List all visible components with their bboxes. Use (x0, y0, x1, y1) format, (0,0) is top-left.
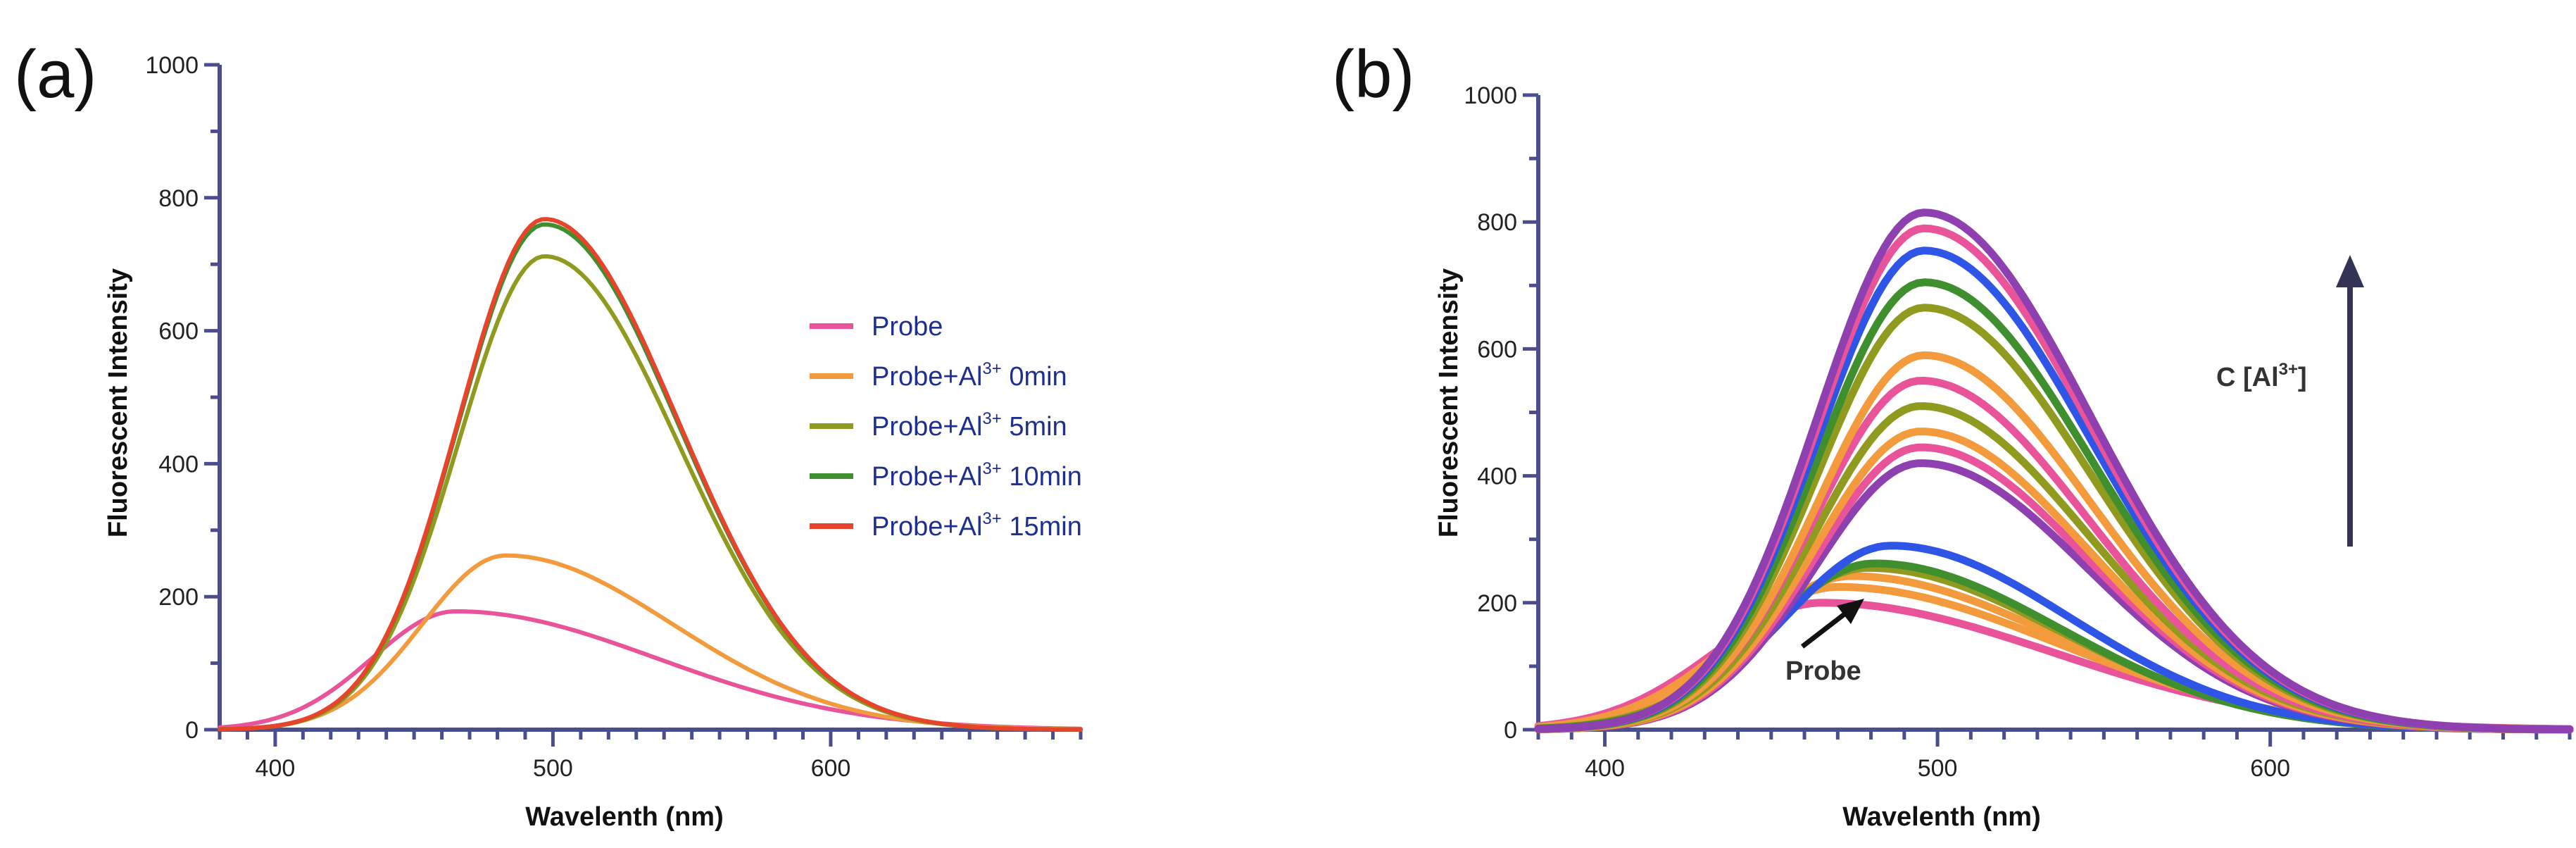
concentration-arrow-head (2336, 255, 2364, 287)
legend-label-tail: 10min (1002, 462, 1082, 492)
panel-a-label: (a) (14, 37, 96, 112)
concentration-label-main: C [Al (2216, 363, 2279, 392)
legend-label-3: Probe+Al3+ 5min (872, 409, 1067, 442)
legend-label-tail: 15min (1002, 512, 1082, 542)
probe-annotation-arrow-head (1837, 599, 1864, 624)
panel-a-series-line-5 (218, 217, 1083, 732)
legend-label-4: Probe+Al3+ 10min (872, 459, 1082, 492)
legend-label-main: Probe+Al (872, 512, 982, 542)
panel-b-y-tick-label: 800 (1477, 209, 1517, 236)
panel-b-axes: 0 200 400 600 800 1000 400 500 600 (1464, 82, 2572, 782)
panel-a-x-tick-label: 400 (256, 755, 296, 782)
panel-a-axes: 0 200 400 600 800 1000 400 500 600 (145, 52, 1083, 782)
panel-b-x-tick-label: 400 (1585, 755, 1625, 782)
panel-a-y-tick-label: 800 (158, 185, 199, 212)
panel-b-series-layer (1534, 208, 2574, 734)
panel-b-y-tick-label: 0 (1504, 717, 1517, 744)
panel-a-chart: (a) 0 200 400 600 800 1000 400 500 600 Wavelenth… (14, 37, 1083, 832)
concentration-label-sup: 3+ (2279, 360, 2298, 379)
panel-b-chart: (b) 0 200 400 600 800 1000 400 500 600 Wavelenth… (1332, 37, 2574, 832)
panel-a-series-line-3 (218, 254, 1083, 732)
panel-a-x-axis-title: Wavelenth (nm) (525, 802, 724, 832)
panel-a-series-line-1 (218, 609, 1083, 731)
concentration-label: C [Al3+] (2216, 360, 2307, 392)
panel-a-y-tick-label: 0 (185, 717, 199, 744)
legend-label-main: Probe (872, 312, 943, 342)
legend-label-1: Probe (872, 312, 943, 342)
legend-label-main: Probe+Al (872, 462, 982, 492)
legend-label-main: Probe+Al (872, 412, 982, 442)
panel-a-y-tick-label: 200 (158, 584, 199, 611)
panel-a-y-tick-label: 400 (158, 451, 199, 478)
legend-label-2: Probe+Al3+ 0min (872, 359, 1067, 392)
panel-b-y-axis-title: Fluorescent Intensity (1434, 268, 1464, 537)
panel-b-series-line-17 (1534, 208, 2574, 734)
panel-b-y-tick-label: 200 (1477, 590, 1517, 617)
panel-b-y-tick-label: 600 (1477, 336, 1517, 363)
legend-label-tail: 0min (1002, 362, 1067, 392)
legend-label-sup: 3+ (982, 409, 1001, 428)
probe-annotation-arrow-shaft (1800, 609, 1850, 649)
probe-annotation-label: Probe (1785, 656, 1861, 686)
concentration-label-tail: ] (2298, 363, 2307, 392)
panel-a-y-axis-title: Fluorescent Intensity (103, 268, 133, 537)
panel-b-y-tick-label: 1000 (1464, 82, 1517, 109)
legend-label-sup: 3+ (982, 509, 1001, 528)
panel-b-x-axis-title: Wavelenth (nm) (1842, 802, 2041, 832)
panel-a-x-tick-label: 600 (811, 755, 851, 782)
legend-label-5: Probe+Al3+ 15min (872, 509, 1082, 542)
panel-a-series-layer (218, 217, 1083, 732)
panel-a-y-tick-label: 600 (158, 318, 199, 345)
legend-label-main: Probe+Al (872, 362, 982, 392)
panel-b-label: (b) (1332, 37, 1414, 112)
legend-label-tail: 5min (1002, 412, 1067, 442)
legend-label-sup: 3+ (982, 459, 1001, 478)
legend-label-sup: 3+ (982, 359, 1001, 378)
panel-a-series-line-2 (218, 553, 1083, 732)
panel-a-x-tick-label: 500 (533, 755, 573, 782)
panel-a-y-tick-label: 1000 (145, 52, 199, 79)
panel-b-y-tick-label: 400 (1477, 463, 1517, 490)
panel-b-x-tick-label: 600 (2250, 755, 2290, 782)
panel-b-x-tick-label: 500 (1918, 755, 1958, 782)
